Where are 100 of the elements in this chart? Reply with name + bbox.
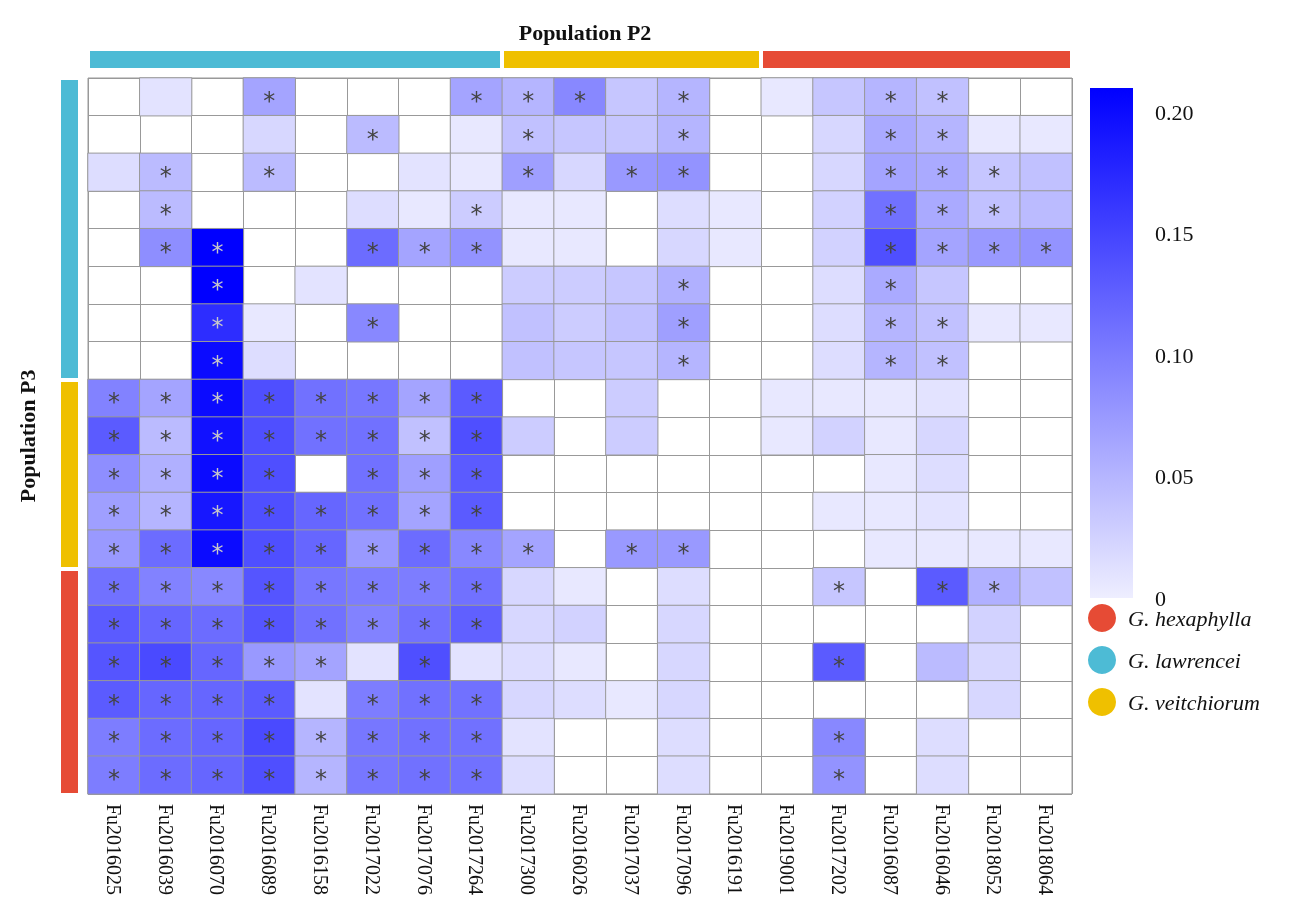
data-label: *	[263, 162, 276, 191]
x-tick-label: Fu2016087	[879, 803, 902, 895]
data-label: *	[366, 388, 379, 417]
data-label: *	[159, 162, 172, 191]
data-label: *	[263, 765, 276, 794]
data-label: *	[418, 576, 431, 605]
data-label: *	[211, 576, 224, 605]
data-label: *	[884, 237, 897, 266]
data-label: *	[366, 501, 379, 530]
data-label: *	[418, 501, 431, 530]
data-label: *	[107, 388, 120, 417]
legend-label: G. veitchiorum	[1128, 689, 1260, 715]
data-label: *	[832, 727, 845, 756]
data-label: *	[211, 727, 224, 756]
data-label: *	[263, 538, 276, 567]
data-label: *	[677, 162, 690, 191]
color-bar-label: 0.05	[1155, 464, 1194, 490]
x-tick-label: Fu2017300	[517, 803, 540, 895]
data-label: *	[574, 86, 586, 115]
data-label: *	[211, 689, 224, 718]
data-label: *	[988, 576, 1001, 605]
data-label: *	[884, 312, 897, 341]
data-label: *	[470, 614, 483, 643]
data-label: *	[988, 237, 1001, 266]
data-label: *	[1040, 237, 1053, 266]
data-label: *	[418, 689, 431, 718]
data-label: *	[884, 350, 897, 379]
data-label: *	[211, 765, 224, 794]
data-label: *	[936, 199, 949, 228]
color-bar-label: 0.20	[1155, 99, 1194, 125]
data-label: *	[418, 538, 431, 567]
data-label: *	[263, 501, 276, 530]
data-label: *	[884, 162, 897, 191]
data-label: *	[366, 727, 379, 756]
color-bar-label: 0.15	[1155, 221, 1194, 247]
data-label: *	[159, 199, 172, 228]
data-label: *	[263, 727, 276, 756]
x-tick-label: Fu2018064	[1035, 803, 1058, 895]
data-label: *	[936, 312, 949, 341]
data-label: *	[366, 463, 379, 492]
data-label: *	[418, 425, 431, 454]
color-bar-label: 0.10	[1155, 342, 1194, 368]
data-label: *	[263, 614, 276, 643]
data-label: *	[315, 652, 328, 680]
data-label: *	[315, 388, 328, 417]
x-tick-label: Fu2017202	[827, 803, 850, 895]
data-label: *	[263, 576, 276, 605]
data-label: *	[470, 765, 483, 794]
data-label: *	[418, 388, 431, 417]
data-label: *	[470, 425, 483, 454]
data-label: *	[211, 501, 224, 530]
data-label: *	[107, 727, 120, 756]
data-label: *	[107, 765, 120, 794]
data-label: *	[159, 463, 172, 492]
data-label: *	[315, 538, 328, 567]
data-label: *	[418, 652, 431, 680]
data-label: *	[211, 237, 224, 266]
data-label: *	[107, 425, 120, 454]
data-label: *	[159, 425, 172, 454]
data-label: *	[470, 199, 483, 228]
data-label: *	[107, 501, 120, 530]
data-label: *	[211, 388, 224, 417]
data-label: *	[315, 614, 328, 643]
data-label: *	[263, 388, 276, 417]
x-tick-label: Fu2016046	[931, 803, 954, 895]
data-label: *	[159, 765, 172, 794]
data-label: *	[522, 86, 535, 115]
data-label: *	[470, 86, 483, 115]
x-tick-label: Fu2019001	[776, 803, 799, 895]
x-tick-label: Fu2017076	[413, 803, 436, 895]
data-label: *	[315, 425, 328, 454]
x-tick-label: Fu2016191	[724, 803, 747, 895]
data-label: *	[263, 689, 276, 718]
data-label: *	[366, 124, 379, 153]
data-label: *	[263, 86, 276, 115]
data-label: *	[470, 388, 483, 417]
data-label: *	[159, 388, 172, 417]
data-label: *	[470, 538, 483, 567]
data-label: *	[470, 463, 483, 492]
data-label: *	[315, 576, 328, 605]
data-label: *	[522, 162, 535, 191]
data-label: *	[418, 727, 431, 756]
data-label: *	[936, 350, 949, 379]
data-label: *	[936, 576, 949, 605]
data-label: *	[470, 576, 483, 605]
data-label: *	[159, 538, 172, 567]
x-tick-label: Fu2016089	[258, 803, 281, 895]
data-label: *	[159, 614, 172, 643]
data-label: *	[677, 275, 690, 304]
data-label: *	[366, 614, 379, 643]
data-label: *	[988, 199, 1001, 228]
data-label: *	[159, 727, 172, 756]
data-label: *	[625, 538, 638, 567]
data-label: *	[522, 538, 535, 567]
x-tick-label: Fu2018052	[983, 803, 1006, 895]
x-tick-label: Fu2016025	[102, 803, 125, 895]
data-label: *	[211, 275, 224, 304]
data-label: *	[366, 425, 379, 454]
data-label: *	[211, 425, 224, 454]
data-label: *	[263, 425, 276, 454]
